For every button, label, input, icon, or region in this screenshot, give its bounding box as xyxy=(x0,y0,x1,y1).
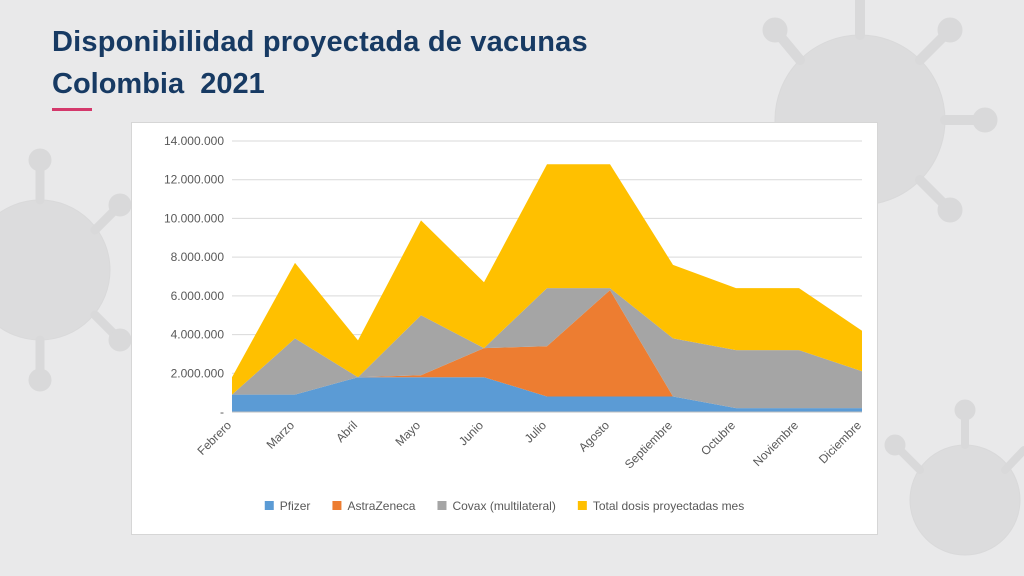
y-tick-label: - xyxy=(220,405,224,419)
area-pfizer xyxy=(232,377,862,412)
x-tick-label: Febrero xyxy=(195,418,235,458)
area-total-dosis-proyectadas-mes xyxy=(232,164,862,395)
x-tick-label: Septiembre xyxy=(622,418,676,472)
legend-item-pfizer: Pfizer xyxy=(264,499,311,513)
y-tick-label: 6.000.000 xyxy=(171,289,225,303)
legend-item-total-dosis-proyectadas-mes: Total dosis proyectadas mes xyxy=(577,499,744,513)
x-tick-label: Junio xyxy=(456,418,486,448)
y-tick-label: 4.000.000 xyxy=(171,328,225,342)
legend-label: Covax (multilateral) xyxy=(452,499,555,513)
y-tick-label: 14.000.000 xyxy=(164,134,224,148)
area-covax-multilateral xyxy=(232,288,862,409)
series-areas xyxy=(232,164,862,412)
chart-panel: - 2.000.000 4.000.000 6.000.000 8.000.000 10.… xyxy=(131,122,878,535)
legend-item-covax-multilateral: Covax (multilateral) xyxy=(437,499,556,513)
x-tick-label: Julio xyxy=(522,418,550,446)
virus-icon xyxy=(0,148,132,392)
x-tick-label: Agosto xyxy=(576,418,613,455)
y-axis-ticks: - 2.000.000 4.000.000 6.000.000 8.000.000 10.… xyxy=(164,134,224,419)
x-axis-ticks: Febrero Marzo Abril Mayo Junio Julio Agosto Sep… xyxy=(195,418,865,472)
x-tick-label: Abril xyxy=(333,418,360,445)
area-astrazeneca xyxy=(232,290,862,409)
legend-label: Total dosis proyectadas mes xyxy=(593,499,744,513)
y-tick-label: 10.000.000 xyxy=(164,211,224,225)
x-tick-label: Marzo xyxy=(264,418,298,452)
y-tick-label: 8.000.000 xyxy=(171,250,225,264)
y-tick-label: 2.000.000 xyxy=(171,366,225,380)
x-tick-label: Mayo xyxy=(392,418,423,449)
page-subtitle: Colombia 2021 xyxy=(52,68,265,100)
legend-label: Pfizer xyxy=(280,499,311,513)
area-chart: - 2.000.000 4.000.000 6.000.000 8.000.000 10.… xyxy=(164,134,865,513)
legend-swatch xyxy=(264,501,274,510)
legend-swatch xyxy=(577,501,587,510)
legend-swatch xyxy=(437,501,447,510)
x-tick-label: Noviembre xyxy=(750,418,801,469)
x-tick-label: Octubre xyxy=(698,418,738,458)
page-title: Disponibilidad proyectada de vacunas xyxy=(52,26,588,58)
virus-icon xyxy=(884,399,1024,556)
legend-item-astrazeneca: AstraZeneca xyxy=(332,499,416,513)
y-tick-label: 12.000.000 xyxy=(164,173,224,187)
legend-label: AstraZeneca xyxy=(347,499,415,513)
x-tick-label: Diciembre xyxy=(816,418,864,466)
chart-legend: Pfizer AstraZeneca Covax (multilateral) Tot… xyxy=(264,499,744,513)
title-accent-line xyxy=(52,108,92,111)
legend-swatch xyxy=(332,501,342,510)
